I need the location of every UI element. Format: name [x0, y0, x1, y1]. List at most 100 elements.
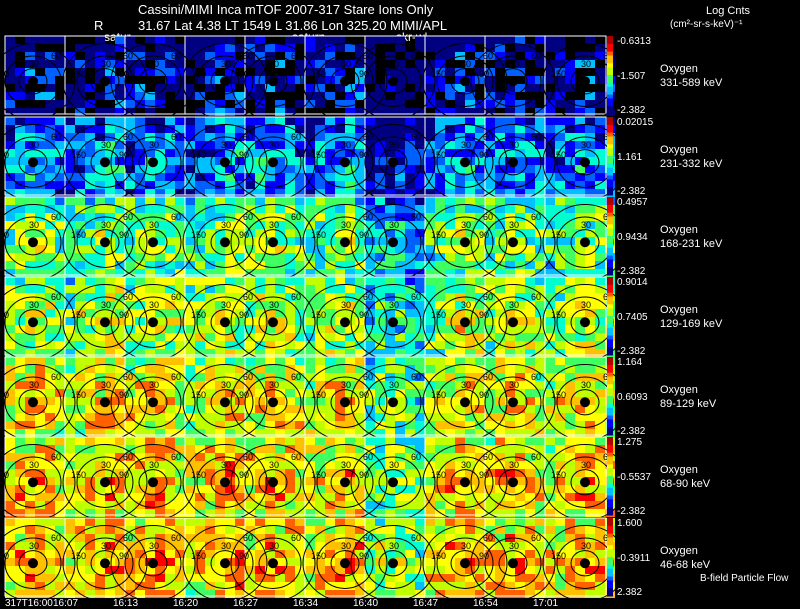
- heat-cell: [535, 590, 545, 598]
- heat-cell: [495, 461, 505, 469]
- heat-cell: [205, 317, 215, 325]
- heat-cell: [215, 309, 225, 317]
- contour-label: 150: [71, 390, 86, 400]
- colorbar-swatch: [607, 364, 613, 370]
- contour-label: 60: [123, 452, 133, 462]
- heat-cell: [85, 453, 95, 461]
- heat-cell: [255, 221, 265, 229]
- heat-cell: [155, 60, 165, 68]
- heat-cell: [335, 437, 345, 445]
- heat-cell: [235, 92, 245, 100]
- heat-cell: [435, 518, 445, 526]
- heat-cell: [285, 44, 295, 52]
- heat-cell: [505, 165, 515, 173]
- heat-cell: [495, 405, 505, 413]
- heat-cell: [445, 461, 455, 469]
- heat-cell: [15, 413, 25, 421]
- heat-cell: [515, 518, 525, 526]
- heat-cell: [545, 213, 555, 221]
- heat-cell: [215, 173, 225, 181]
- heat-cell: [245, 125, 255, 133]
- heat-cell: [25, 493, 35, 501]
- heat-cell: [295, 100, 305, 108]
- heat-cell: [505, 582, 515, 590]
- heat-cell: [365, 485, 375, 493]
- heat-cell: [35, 213, 45, 221]
- heat-cell: [35, 301, 45, 309]
- heat-cell: [575, 357, 585, 365]
- heat-cell: [595, 477, 605, 485]
- heat-cell: [545, 317, 555, 325]
- heat-cell: [85, 518, 95, 526]
- heat-cell: [315, 582, 325, 590]
- heat-cell: [55, 493, 65, 501]
- heat-cell: [505, 509, 515, 517]
- heat-cell: [55, 133, 65, 141]
- heat-cell: [295, 285, 305, 293]
- heat-cell: [45, 566, 55, 574]
- heat-cell: [35, 493, 45, 501]
- heat-cell: [405, 149, 415, 157]
- heat-cell: [215, 60, 225, 68]
- heat-cell: [365, 100, 375, 108]
- heat-cell: [475, 574, 485, 582]
- contour-line: [18, 469, 48, 496]
- heat-cell: [95, 469, 105, 477]
- heat-cell: [35, 381, 45, 389]
- heat-cell: [75, 213, 85, 221]
- heat-cell: [145, 389, 155, 397]
- heat-cell: [245, 437, 255, 445]
- heat-cell: [315, 237, 325, 245]
- saturn-dot: [100, 157, 110, 168]
- heat-cell: [525, 558, 535, 566]
- heat-cell: [365, 469, 375, 477]
- heat-cell: [355, 285, 365, 293]
- heat-cell: [115, 317, 125, 325]
- heat-cell: [565, 229, 575, 237]
- contour-label: 60: [531, 452, 541, 462]
- heat-cell: [325, 245, 335, 253]
- heat-cell: [505, 501, 515, 509]
- heat-cell: [75, 534, 85, 542]
- heat-cell: [5, 269, 15, 277]
- heat-cell: [315, 518, 325, 526]
- heat-cell: [195, 357, 205, 365]
- heat-cell: [555, 44, 565, 52]
- heat-cell: [115, 437, 125, 445]
- heat-cell: [155, 582, 165, 590]
- heat-cell: [465, 437, 475, 445]
- heat-cell: [495, 189, 505, 197]
- heat-cell: [15, 76, 25, 84]
- heat-cell: [265, 389, 275, 397]
- heat-cell: [265, 550, 275, 558]
- heat-cell: [565, 317, 575, 325]
- heat-cell: [225, 542, 235, 550]
- heat-cell: [515, 301, 525, 309]
- heat-cell: [475, 245, 485, 253]
- heat-cell: [45, 365, 55, 373]
- heat-cell: [25, 117, 35, 125]
- contour-label: 60: [291, 372, 301, 382]
- heat-cell: [505, 301, 515, 309]
- heat-cell: [85, 125, 95, 133]
- heat-cell: [105, 117, 115, 125]
- heat-cell: [215, 261, 225, 269]
- heat-cell: [305, 469, 315, 477]
- heat-cell: [425, 173, 435, 181]
- heat-cell: [75, 133, 85, 141]
- contour-label: 60: [483, 452, 493, 462]
- heat-cell: [565, 509, 575, 517]
- heat-cell: [265, 261, 275, 269]
- heat-cell: [445, 117, 455, 125]
- heat-cell: [405, 437, 415, 445]
- heat-cell: [355, 373, 365, 381]
- heat-cell: [325, 421, 335, 429]
- heat-cell: [215, 197, 225, 205]
- contour-label: 60: [531, 51, 541, 61]
- heat-cell: [465, 100, 475, 108]
- heat-cell: [395, 373, 405, 381]
- heat-cell: [355, 301, 365, 309]
- heat-cell: [35, 461, 45, 469]
- heat-cell: [475, 477, 485, 485]
- heat-cell: [365, 518, 375, 526]
